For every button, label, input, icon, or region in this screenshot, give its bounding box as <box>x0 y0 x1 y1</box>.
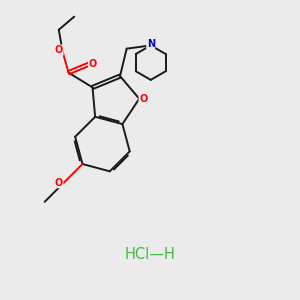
Text: O: O <box>55 178 63 188</box>
Text: HCl—H: HCl—H <box>124 247 176 262</box>
Text: O: O <box>139 94 147 104</box>
Text: O: O <box>55 45 63 55</box>
Text: O: O <box>88 59 97 69</box>
Text: N: N <box>147 39 155 49</box>
